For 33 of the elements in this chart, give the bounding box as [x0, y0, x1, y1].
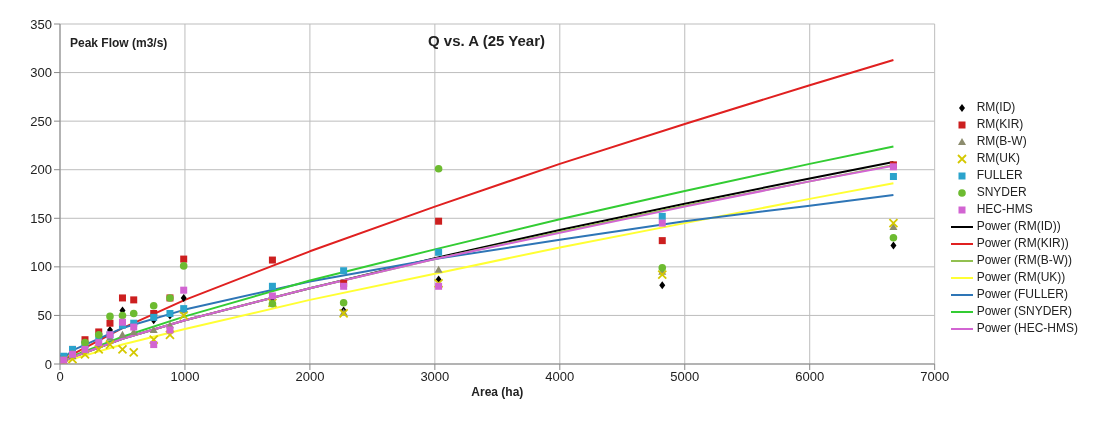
legend-label: RM(B-W): [976, 133, 1027, 150]
legend-label: SNYDER: [976, 184, 1027, 201]
legend-label: Power (RM(ID)): [976, 218, 1061, 235]
x-tick-label: 2000: [295, 369, 325, 385]
x-axis-title: Area (ha): [471, 385, 524, 399]
legend-label: Power (RM(UK)): [976, 269, 1066, 286]
y-tick-label: 200: [30, 162, 52, 178]
x-tick-label: 5000: [670, 369, 700, 385]
text: Q vs. A (25 Year): [428, 32, 546, 49]
legend-label: Power (FULLER): [976, 286, 1069, 303]
legend-label: Power (HEC-HMS): [976, 320, 1078, 337]
legend-label: RM(ID): [976, 99, 1016, 116]
x-tick-label: 4000: [545, 369, 575, 385]
x-tick-label: 6000: [795, 369, 825, 385]
y-tick-label: 0: [44, 356, 52, 372]
y-axis-title: Peak Flow (m3/s): [70, 36, 168, 50]
legend-label: Power (SNYDER): [976, 303, 1073, 320]
legend-label: HEC-HMS: [976, 201, 1033, 218]
y-tick-label: 350: [30, 16, 52, 32]
y-tick-label: 150: [30, 210, 52, 226]
y-tick-label: 250: [30, 113, 52, 129]
x-tick-label: 0: [56, 369, 64, 385]
legend-label: RM(UK): [976, 150, 1020, 167]
legend-label: Power (RM(B-W)): [976, 252, 1072, 269]
x-tick-label: 1000: [170, 369, 200, 385]
x-tick-label: 7000: [920, 369, 950, 385]
legend-label: RM(KIR): [976, 116, 1024, 133]
legend-label: FULLER: [976, 167, 1023, 184]
y-tick-label: 50: [37, 308, 52, 324]
y-tick-label: 300: [30, 65, 52, 81]
x-tick-label: 3000: [420, 369, 450, 385]
y-tick-label: 100: [30, 259, 52, 275]
legend-label: Power (RM(KIR)): [976, 235, 1069, 252]
